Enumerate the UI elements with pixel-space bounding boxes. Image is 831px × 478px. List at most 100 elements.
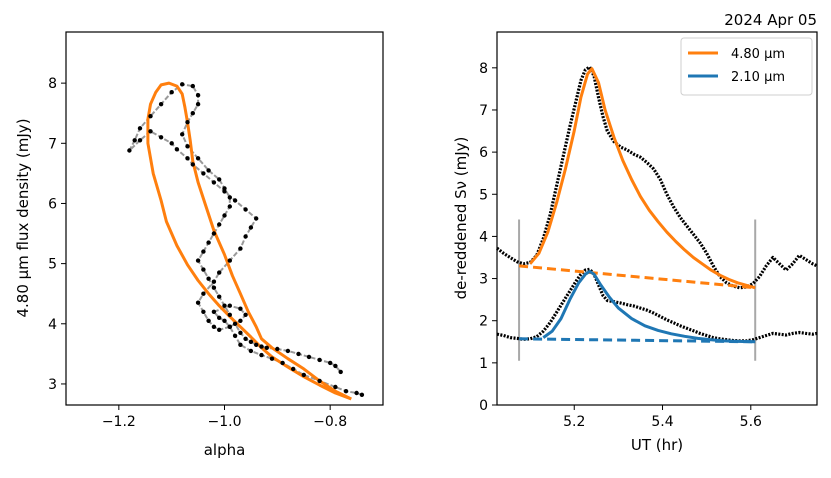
- data-point: [259, 352, 264, 358]
- data-point: [169, 141, 174, 146]
- data-point: [174, 147, 180, 152]
- data-point: [238, 330, 243, 335]
- data-point: [248, 225, 254, 230]
- data-point: [248, 348, 254, 354]
- x-tick-label: −1.0: [208, 414, 242, 430]
- data-point: [227, 324, 232, 329]
- data-point: [217, 270, 222, 275]
- data-point: [333, 363, 338, 369]
- model-series-line: [542, 269, 756, 344]
- right-marks: [496, 65, 818, 361]
- x-tick-label: −1.2: [102, 414, 136, 430]
- data-point: [254, 342, 259, 347]
- data-point: [180, 82, 185, 87]
- y-tick-label: 6: [479, 145, 488, 161]
- y-tick-label: 3: [48, 377, 57, 393]
- data-point: [280, 360, 285, 366]
- data-point: [243, 207, 248, 212]
- baseline-series-line: [519, 337, 756, 344]
- data-point: [306, 354, 312, 360]
- data-point: [211, 285, 217, 290]
- data-point: [259, 344, 264, 349]
- data-point: [217, 222, 222, 227]
- left-marks: [127, 81, 365, 401]
- data-point: [317, 357, 322, 363]
- data-point: [185, 144, 190, 149]
- data-point: [343, 389, 349, 394]
- data-point: [211, 324, 217, 329]
- left-panel: −1.2 −1.0 −0.8 3 4 5 6 7 8 alpha 4.80 μm flux de…: [14, 31, 384, 459]
- data-series-line: [496, 267, 818, 343]
- right-plot-frame: [496, 31, 818, 406]
- data-point: [222, 318, 227, 323]
- data-point: [201, 309, 206, 314]
- right-panel: 5.2 5.4 5.6 0 1 2 3 4 5 6 7 8 UT (hr) de-reddened S…: [452, 11, 818, 454]
- data-point: [227, 258, 232, 263]
- data-point: [227, 312, 232, 317]
- data-point: [238, 246, 243, 251]
- data-series-line: [496, 65, 818, 290]
- y-tick-label: 8: [48, 76, 57, 92]
- data-point: [137, 126, 143, 131]
- data-point: [185, 156, 190, 161]
- left-plot-frame: [65, 31, 384, 406]
- y-tick-label: 2: [479, 314, 488, 330]
- y-tick-label: 0: [479, 398, 488, 414]
- model-loop-line: [146, 81, 352, 401]
- data-point: [201, 291, 206, 296]
- data-point: [206, 318, 211, 323]
- data-point: [169, 90, 174, 95]
- baseline-series-line: [518, 264, 756, 290]
- x-tick-label: −0.8: [313, 414, 347, 430]
- data-point: [222, 303, 227, 308]
- y-tick-label: 5: [479, 187, 488, 203]
- y-tick-label: 7: [479, 103, 488, 119]
- data-point: [180, 132, 185, 137]
- data-point: [243, 312, 248, 317]
- data-point: [137, 138, 143, 143]
- data-point: [148, 129, 153, 134]
- data-point: [248, 339, 254, 344]
- data-point: [354, 390, 359, 396]
- data-point: [217, 177, 222, 182]
- data-point: [217, 315, 222, 320]
- data-point: [243, 336, 248, 341]
- data-point: [195, 102, 201, 107]
- data-point: [333, 384, 338, 390]
- data-point: [227, 195, 232, 200]
- data-point: [269, 356, 275, 361]
- y-tick-label: 3: [479, 272, 488, 288]
- data-point: [158, 102, 164, 107]
- left-xlabel: alpha: [204, 441, 246, 459]
- data-point: [158, 135, 164, 140]
- y-tick-label: 4: [48, 317, 57, 333]
- y-tick-label: 5: [48, 257, 57, 273]
- legend: 4.80 μm 2.10 μm: [680, 37, 813, 96]
- data-point: [338, 369, 343, 375]
- data-point: [264, 345, 269, 350]
- data-point: [195, 93, 201, 98]
- data-point: [238, 318, 243, 323]
- data-point: [285, 348, 291, 354]
- x-tick-label: 5.2: [563, 414, 585, 430]
- data-point: [206, 168, 211, 173]
- data-point: [190, 83, 195, 89]
- data-point: [296, 351, 301, 357]
- data-connector-line: [128, 83, 363, 396]
- legend-label: 2.10 μm: [731, 70, 785, 85]
- data-point: [127, 148, 132, 153]
- x-tick-label: 5.4: [651, 414, 673, 430]
- data-point: [211, 279, 217, 284]
- data-point: [232, 321, 238, 326]
- left-ticks: −1.2 −1.0 −0.8 3 4 5 6 7 8: [48, 76, 347, 430]
- date-label: 2024 Apr 05: [724, 11, 817, 29]
- right-xlabel: UT (hr): [631, 436, 683, 454]
- data-point: [238, 306, 243, 311]
- data-point: [238, 342, 243, 347]
- right-ticks: 5.2 5.4 5.6 0 1 2 3 4 5 6 7 8: [479, 61, 762, 430]
- data-point: [211, 231, 217, 236]
- data-point: [232, 198, 238, 203]
- data-point: [254, 216, 259, 221]
- data-point: [206, 240, 211, 245]
